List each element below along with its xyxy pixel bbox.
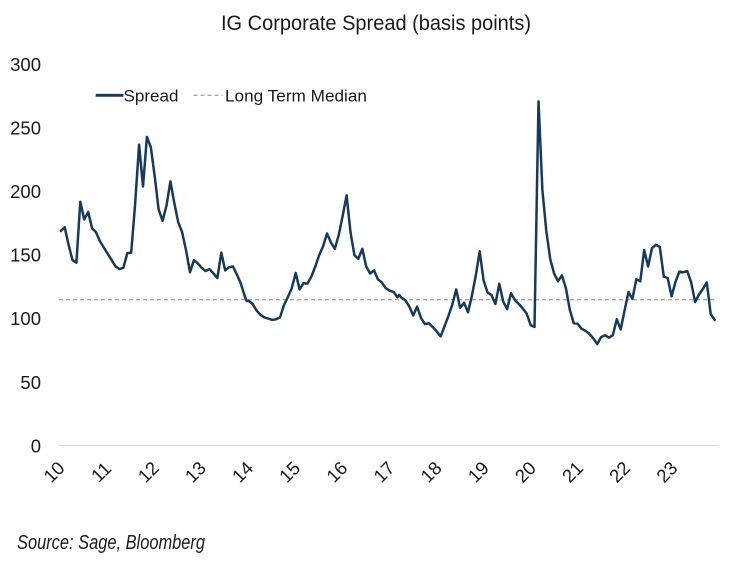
svg-text:Source: Sage, Bloomberg: Source: Sage, Bloomberg — [17, 532, 205, 554]
svg-text:Long Term Median: Long Term Median — [225, 86, 367, 105]
svg-text:300: 300 — [10, 54, 41, 75]
svg-text:250: 250 — [10, 118, 41, 139]
svg-text:0: 0 — [31, 435, 41, 456]
svg-text:50: 50 — [20, 372, 41, 393]
svg-text:100: 100 — [10, 308, 41, 329]
svg-text:150: 150 — [10, 245, 41, 266]
svg-text:200: 200 — [10, 181, 41, 202]
svg-text:IG Corporate Spread (basis poi: IG Corporate Spread (basis points) — [221, 12, 531, 35]
svg-text:Spread: Spread — [124, 86, 179, 105]
